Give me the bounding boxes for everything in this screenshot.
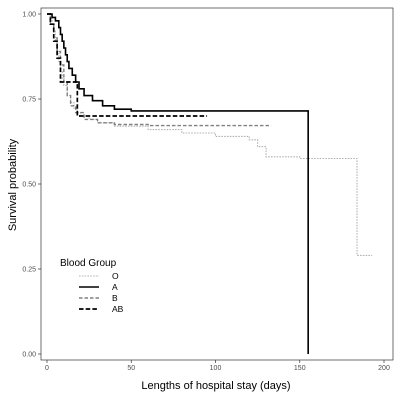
x-tick-label: 150 xyxy=(294,365,306,372)
y-tick-label: 0.50 xyxy=(22,182,36,189)
x-axis-title: Lengths of hospital stay (days) xyxy=(141,380,290,392)
y-tick-label: 1.00 xyxy=(22,12,36,19)
y-tick-label: 0.25 xyxy=(22,267,36,274)
series-layer xyxy=(47,13,373,354)
series-line-ab xyxy=(47,13,208,117)
y-tick-label: 0.75 xyxy=(22,97,36,104)
axes: 0 50 100 150 200 0.00 0.25 0.50 0.75 1.00 xyxy=(22,12,390,373)
series-line-a xyxy=(47,13,309,354)
plot-panel xyxy=(40,7,394,361)
panel-border xyxy=(40,7,394,361)
legend-label-a: A xyxy=(112,282,118,292)
y-tick-label: 0.00 xyxy=(22,352,36,359)
legend-title: Blood Group xyxy=(60,258,117,269)
x-tick-label: 100 xyxy=(210,365,222,372)
y-axis-title: Survival probability xyxy=(7,138,19,231)
x-tick-label: 200 xyxy=(378,365,390,372)
legend-label-ab: AB xyxy=(112,304,124,314)
x-tick-label: 0 xyxy=(45,365,49,372)
x-tick-label: 50 xyxy=(127,365,135,372)
legend-label-b: B xyxy=(112,293,118,303)
legend-label-o: O xyxy=(112,271,119,281)
